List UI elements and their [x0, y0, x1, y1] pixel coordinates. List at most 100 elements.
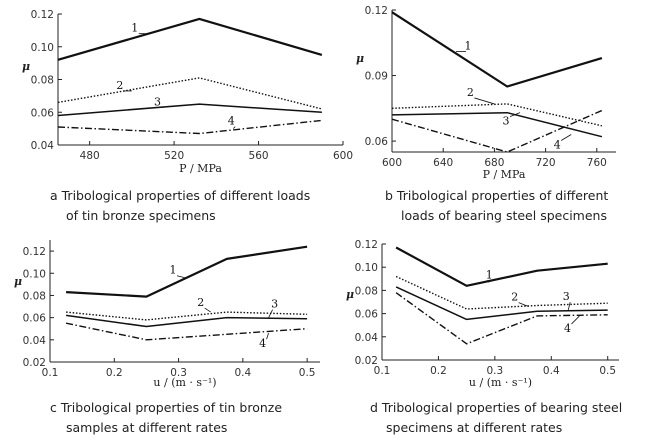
caption-a-sub: of tin bronze specimens: [66, 208, 216, 223]
caption-b-main: b Tribological properties of different: [385, 188, 609, 203]
series-leader-d-2: [518, 302, 529, 308]
y-tick-label-c: 0.04: [23, 335, 47, 347]
series-line-b-3: [391, 111, 603, 138]
caption-a: a Tribological properties of different l…: [50, 186, 310, 226]
series-line-a-4: [57, 119, 322, 135]
y-tick-label-c: 0.02: [23, 357, 46, 369]
y-axis-label-b: μ: [356, 52, 364, 65]
series-number-label-c-4: 4: [259, 337, 266, 350]
y-tick-label-d: 0.12: [355, 239, 378, 251]
series-leader-d-1: [486, 279, 490, 283]
series-number-label-d-2: 2: [511, 291, 518, 304]
y-tick-label-a: 0.12: [31, 9, 54, 21]
caption-d: d Tribological properties of bearing ste…: [370, 398, 622, 438]
y-tick-label-d: 0.08: [355, 285, 378, 297]
y-tick-label-d: 0.02: [355, 355, 378, 367]
y-tick-label-d: 0.06: [355, 309, 379, 321]
series-number-label-a-4: 4: [228, 115, 235, 128]
series-leader-b-4: [560, 134, 572, 141]
y-tick-label-a: 0.10: [31, 42, 54, 54]
series-line-c-1: [66, 245, 308, 298]
x-axis-label-a: P / MPa: [179, 162, 222, 175]
series-line-d-3: [395, 286, 608, 321]
series-line-c-3: [65, 314, 308, 328]
y-tick-label-b: 0.12: [365, 5, 388, 17]
series-number-label-a-3: 3: [154, 95, 161, 108]
x-tick-label-c: 0.4: [235, 367, 252, 379]
x-tick-label-d: 0.2: [430, 365, 447, 377]
x-tick-label-d: 0.3: [487, 365, 504, 377]
series-number-label-b-3: 3: [503, 115, 510, 128]
y-tick-label-c: 0.10: [23, 268, 46, 280]
series-leader-d-3: [567, 302, 571, 311]
series-line-a-1: [57, 17, 323, 61]
x-tick-label-a: 480: [80, 150, 100, 162]
caption-a-main: a Tribological properties of different l…: [50, 188, 311, 203]
series-leader-c-3: [268, 309, 273, 318]
x-tick-label-b: 640: [433, 157, 453, 169]
caption-d-main: d Tribological properties of bearing ste…: [370, 400, 623, 415]
x-tick-label-b: 600: [382, 157, 402, 169]
series-line-b-4: [391, 109, 603, 153]
series-number-label-a-2: 2: [116, 79, 123, 92]
series-number-label-b-4: 4: [554, 139, 561, 152]
x-tick-label-c: 0.5: [299, 367, 316, 379]
series-line-c-4: [65, 322, 308, 341]
series-number-label-d-4: 4: [564, 322, 571, 335]
x-tick-label-c: 0.1: [42, 367, 59, 379]
y-tick-label-c: 0.08: [23, 290, 46, 302]
series-line-b-1: [391, 11, 603, 88]
y-tick-label-b: 0.06: [365, 136, 389, 148]
series-line-d-1: [395, 246, 608, 287]
series-leader-a-4: [232, 126, 236, 129]
caption-b-sub: loads of bearing steel specimens: [401, 208, 607, 223]
caption-c-main: c Tribological properties of tin bronze: [50, 400, 283, 415]
series-number-label-c-1: 1: [170, 264, 177, 277]
x-tick-label-c: 0.3: [170, 367, 187, 379]
series-number-label-c-3: 3: [271, 298, 278, 311]
y-tick-label-a: 0.08: [31, 75, 54, 87]
caption-d-sub: specimens at different rates: [386, 420, 563, 435]
series-leader-b-3: [509, 112, 521, 118]
y-tick-label-c: 0.06: [23, 313, 47, 325]
x-tick-label-a: 600: [333, 150, 353, 162]
x-tick-label-d: 0.4: [543, 365, 560, 377]
series-line-d-2: [395, 275, 608, 310]
caption-c: c Tribological properties of tin bronze …: [50, 398, 282, 438]
series-leader-c-2: [204, 307, 211, 313]
series-number-label-c-2: 2: [197, 296, 204, 309]
y-tick-label-b: 0.09: [365, 71, 388, 83]
x-tick-label-b: 720: [536, 157, 556, 169]
y-tick-label-a: 0.06: [31, 107, 55, 119]
series-leader-c-4: [266, 333, 269, 340]
y-tick-label-a: 0.04: [31, 140, 55, 152]
x-axis-label-c: u / (m · s⁻¹): [153, 376, 216, 389]
series-line-a-2: [57, 77, 323, 110]
y-axis-label-d: μ: [346, 288, 354, 301]
y-tick-label-c: 0.12: [23, 246, 46, 258]
x-tick-label-d: 0.1: [374, 365, 391, 377]
x-axis-label-d: u / (m · s⁻¹): [469, 376, 532, 389]
x-tick-label-b: 680: [484, 157, 504, 169]
series-line-c-2: [66, 311, 308, 321]
x-tick-label-b: 760: [587, 157, 607, 169]
series-number-label-a-1: 1: [131, 22, 138, 35]
series-number-label-d-3: 3: [563, 290, 570, 303]
series-leader-c-1: [176, 275, 186, 279]
y-tick-label-d: 0.10: [355, 262, 378, 274]
x-tick-label-c: 0.2: [106, 367, 123, 379]
y-tick-label-d: 0.04: [355, 332, 379, 344]
x-tick-label-d: 0.5: [599, 365, 616, 377]
series-number-label-d-1: 1: [486, 268, 493, 281]
x-axis-label-b: P / MPa: [483, 168, 526, 181]
caption-c-sub: samples at different rates: [66, 420, 228, 435]
x-tick-label-a: 520: [164, 150, 184, 162]
series-line-d-4: [395, 292, 608, 345]
x-tick-label-a: 560: [249, 150, 269, 162]
caption-b: b Tribological properties of different l…: [385, 186, 608, 226]
series-leader-d-4: [571, 315, 580, 325]
series-leader-b-2: [474, 97, 495, 105]
series-number-label-b-2: 2: [467, 86, 474, 99]
series-number-label-b-1: 1: [465, 40, 472, 53]
